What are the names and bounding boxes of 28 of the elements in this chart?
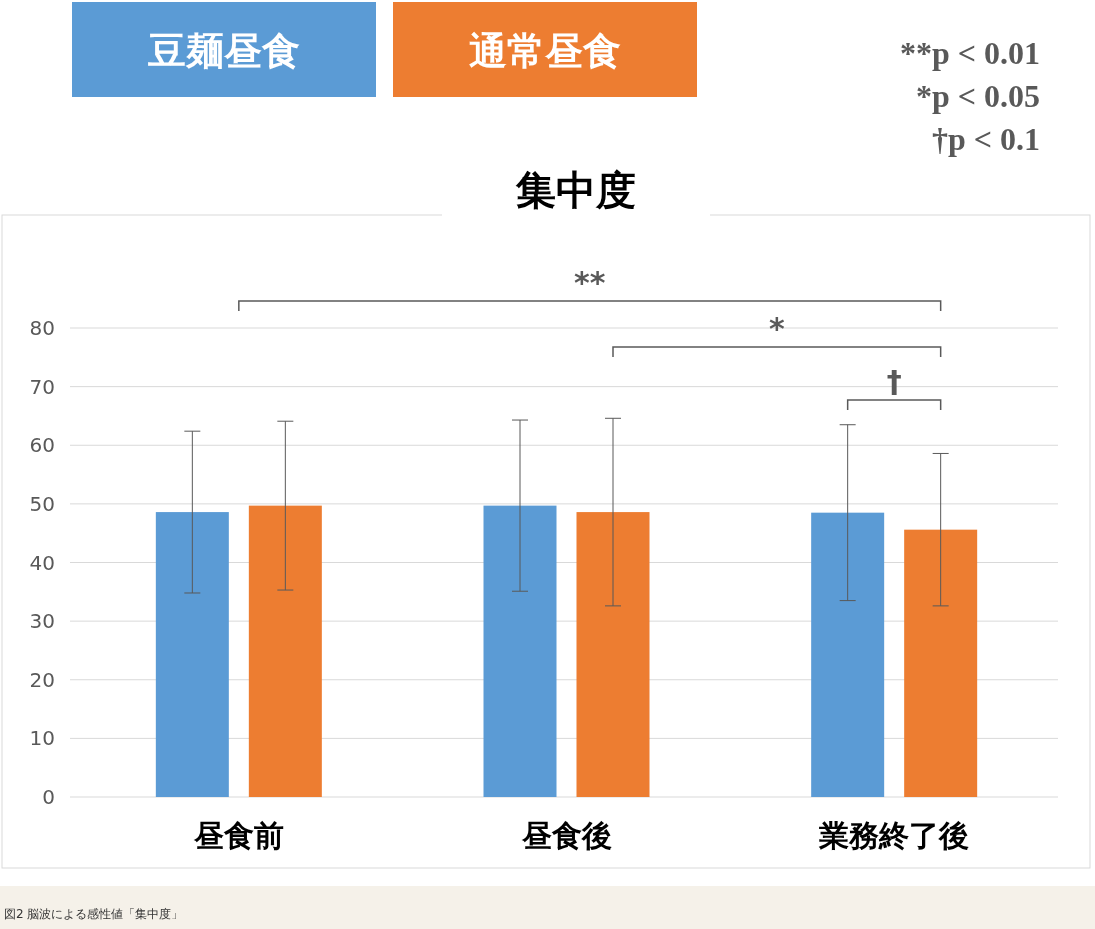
caption: 図2 脳波による感性値「集中度」 [4,907,184,921]
text: 豆麺昼食 [148,29,300,73]
text: 通常昼食 [469,29,621,73]
bar [811,512,885,797]
bar [483,505,557,797]
text: **p < 0.01 [899,35,1040,71]
bar [576,512,650,797]
y-tick-label: 30 [29,609,55,634]
x-tick-label: 昼食後 [520,818,612,853]
y-tick-label: 50 [29,491,55,516]
text: ** [574,265,606,300]
x-tick-label: 昼食前 [192,818,284,853]
chart-title: 集中度 [515,167,636,213]
bar [904,529,978,797]
y-tick-label: 10 [29,726,55,751]
text: †p < 0.1 [931,121,1040,157]
bar [248,505,322,797]
y-tick-label: 70 [29,374,55,399]
annotation: * [768,311,785,346]
y-tick-label: 40 [29,550,55,575]
y-tick-label: 60 [29,433,55,458]
annotation: † [886,364,902,399]
y-tick-label: 80 [29,316,55,340]
x-tick-label: 業務終了後 [818,818,970,853]
y-tick-label: 0 [42,785,55,809]
text: *p < 0.05 [915,78,1040,114]
y-tick-label: 20 [29,667,55,692]
bar [155,512,229,797]
